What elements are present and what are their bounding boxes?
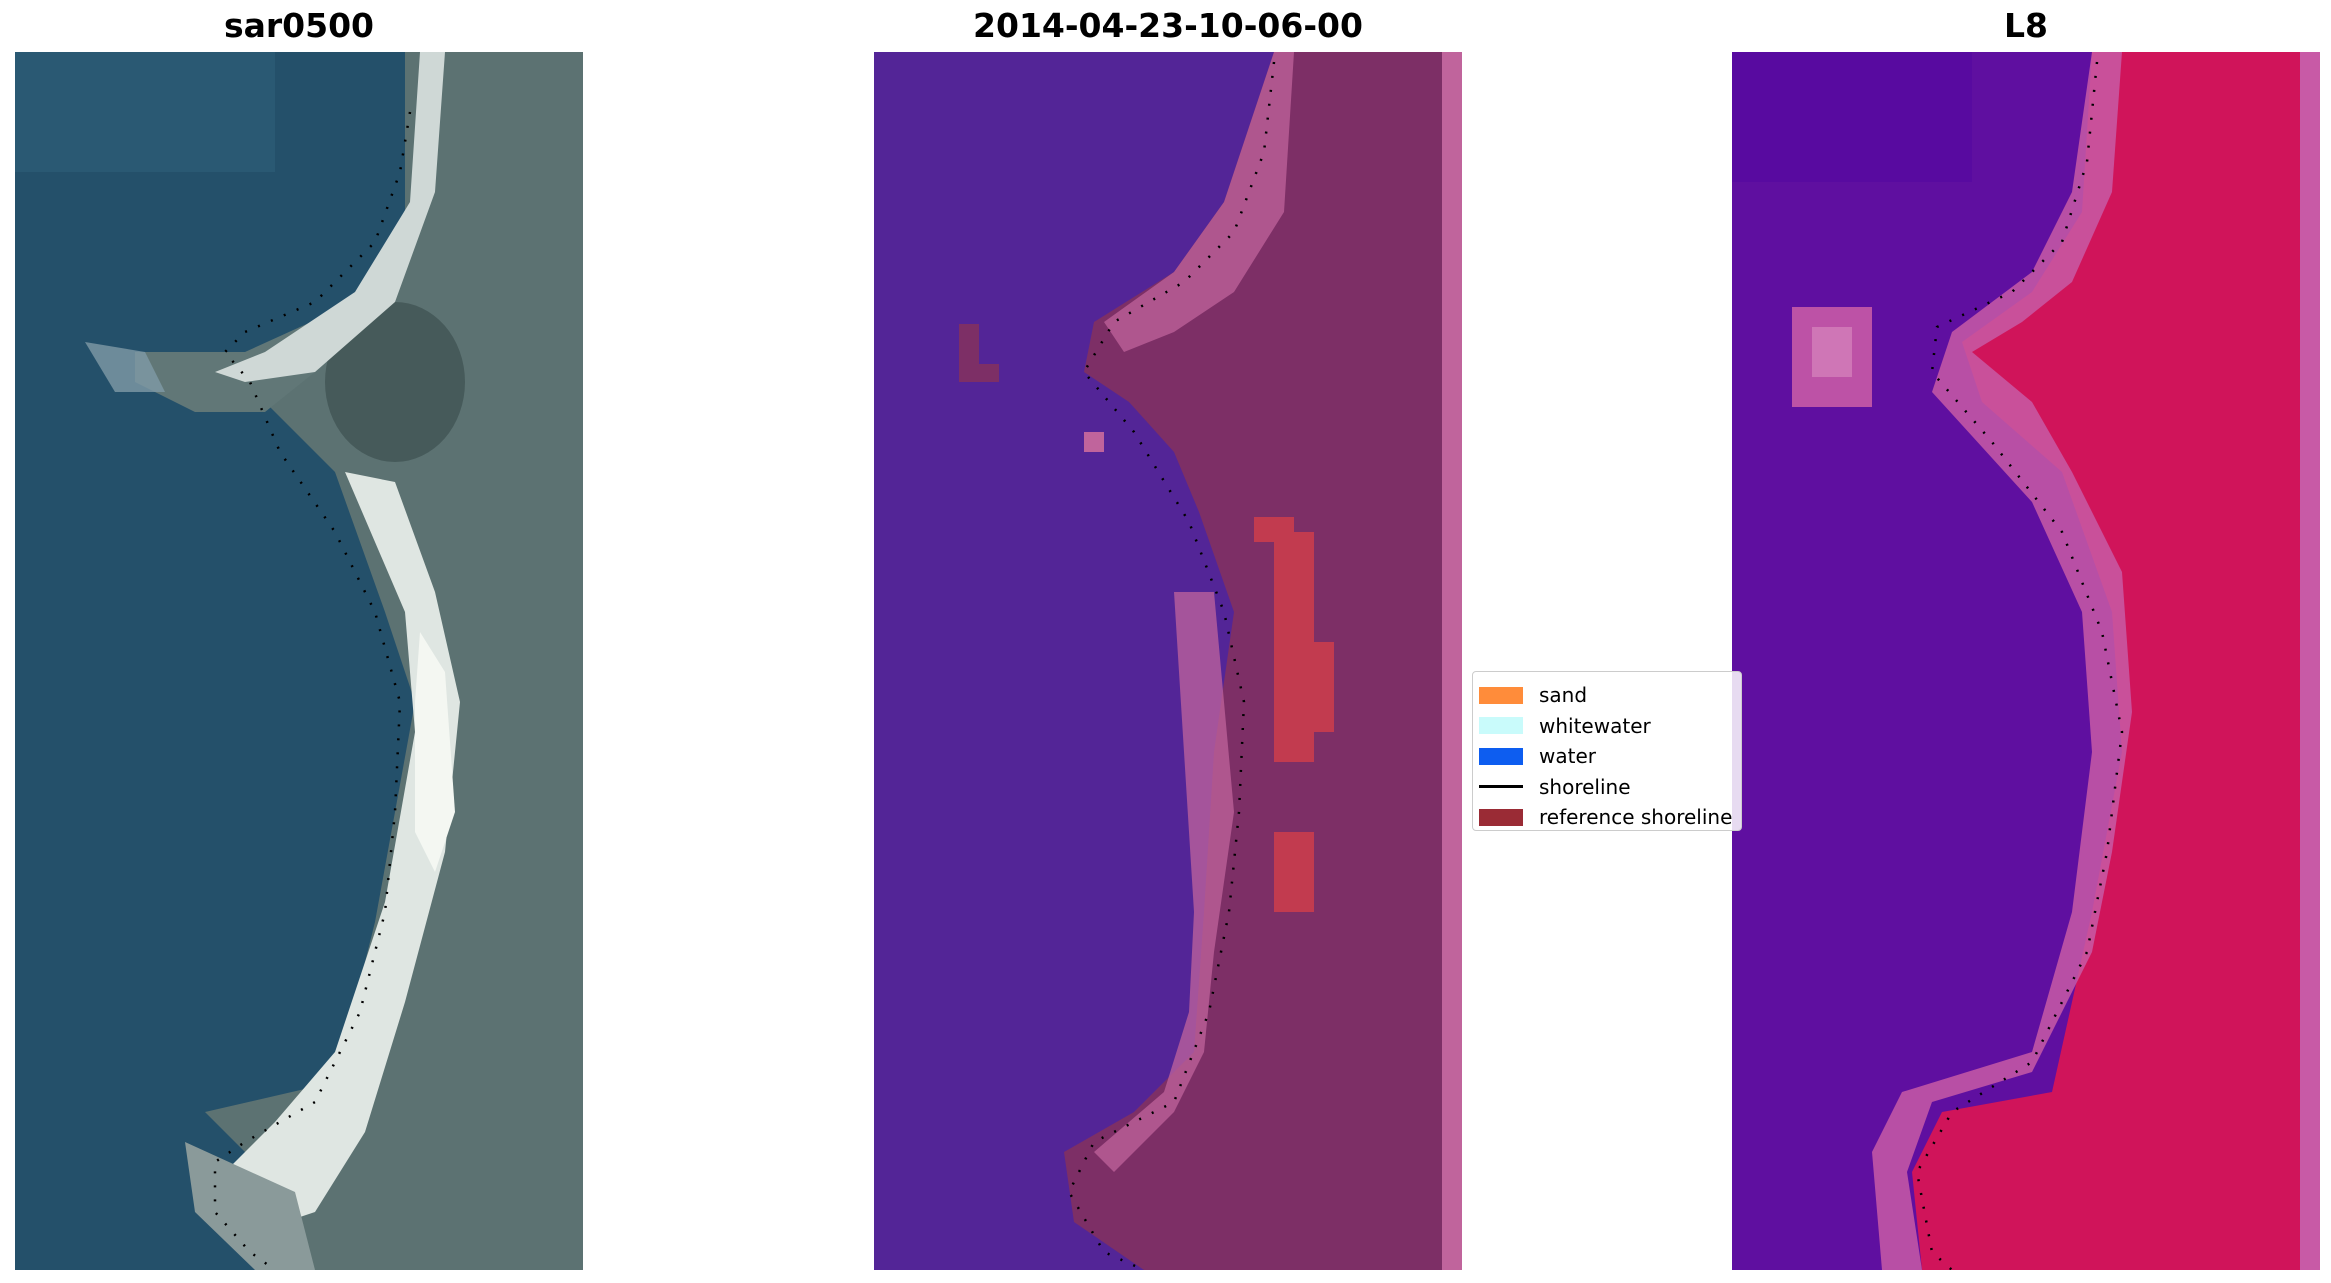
legend-swatch [1479,785,1523,789]
legend-item-shoreline: shoreline [1479,772,1741,803]
legend-label: shoreline [1539,774,1631,799]
legend-swatch [1479,717,1523,735]
falsecolor-panel [1732,52,2320,1270]
legend-item-reference-shoreline: reference shoreline [1479,802,1741,830]
legend-item-whitewater: whitewater [1479,711,1741,742]
panel-title-falsecolor: L8 [2004,6,2048,45]
legend-swatch [1479,808,1523,826]
panel-title-rgb: sar0500 [223,6,375,45]
classification-panel [874,52,1462,1270]
legend-label: whitewater [1539,713,1651,738]
legend-label: water [1539,744,1596,769]
legend-item-sand: sand [1479,680,1741,711]
rgb-satellite-image [15,52,583,1270]
panel-title-classification: 2014-04-23-10-06-00 [973,6,1363,45]
falsecolor-image [1732,52,2320,1270]
legend-item-water: water [1479,741,1741,772]
legend-label: reference shoreline [1539,805,1733,830]
legend-swatch [1479,686,1523,704]
legend: sand whitewater water shoreline reference sh… [1472,671,1742,831]
classification-map [874,52,1462,1270]
legend-swatch [1479,747,1523,765]
rgb-image-panel [15,52,583,1270]
legend-label: sand [1539,683,1588,708]
